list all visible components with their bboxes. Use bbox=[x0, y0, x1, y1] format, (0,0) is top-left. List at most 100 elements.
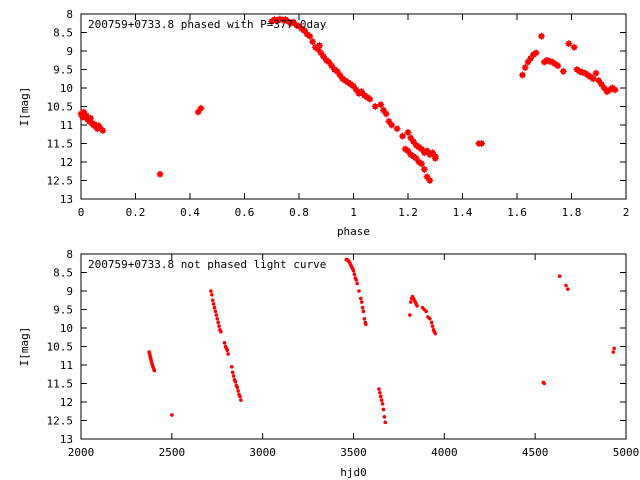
data-point bbox=[315, 41, 323, 49]
data-point bbox=[566, 287, 570, 291]
data-point bbox=[320, 53, 328, 61]
data-point bbox=[357, 289, 361, 293]
chart-title: 200759+0733.8 not phased light curve bbox=[88, 258, 326, 271]
data-point bbox=[399, 132, 407, 140]
data-point bbox=[210, 298, 215, 303]
data-point bbox=[382, 110, 390, 118]
data-point bbox=[524, 58, 532, 66]
data-point bbox=[592, 69, 600, 77]
x-tick-label: 1 bbox=[350, 206, 357, 219]
data-point bbox=[611, 86, 619, 94]
x-axis-label: phase bbox=[337, 225, 370, 238]
y-tick-label: 12 bbox=[60, 396, 73, 409]
data-point bbox=[407, 134, 415, 142]
y-axis-label: I[mag] bbox=[18, 87, 31, 127]
data-point bbox=[325, 58, 333, 66]
unphased-light-curve-panel: 2000 2500 3000 3500 4000 4500 5000 8 8.5 9 9.5 10 10… bbox=[18, 248, 639, 479]
data-point bbox=[328, 62, 336, 70]
data-point bbox=[236, 389, 240, 393]
data-point bbox=[433, 331, 438, 336]
data-point bbox=[378, 390, 382, 395]
data-point bbox=[382, 415, 387, 419]
data-point bbox=[426, 177, 434, 184]
data-point bbox=[355, 281, 359, 286]
data-point bbox=[235, 385, 240, 390]
data-point bbox=[358, 296, 363, 301]
data-point bbox=[99, 127, 107, 135]
data-point bbox=[423, 173, 431, 181]
data-point bbox=[213, 309, 218, 314]
data-point bbox=[152, 368, 157, 373]
phased-light-curve-panel: 0 0.2 0.4 0.6 0.8 1 1.2 1.4 1.6 1.8 2 8 8.5 9 9.5 10 10.… bbox=[18, 8, 629, 238]
data-point bbox=[231, 374, 236, 378]
data-point bbox=[366, 95, 374, 103]
data-point bbox=[215, 316, 220, 321]
data-point bbox=[212, 305, 217, 310]
x-tick-label: 1.2 bbox=[398, 206, 418, 219]
y-tick-label: 8.5 bbox=[53, 267, 73, 280]
x-tick-label: 0.8 bbox=[289, 206, 309, 219]
data-point bbox=[595, 77, 603, 85]
data-point bbox=[225, 348, 230, 353]
y-tick-label: 12 bbox=[60, 156, 73, 169]
y-tick-label: 12.5 bbox=[47, 415, 74, 428]
y-tick-label: 11 bbox=[60, 359, 73, 372]
data-point bbox=[420, 165, 428, 173]
x-tick-label: 2 bbox=[623, 206, 630, 219]
data-point bbox=[418, 145, 426, 153]
data-point bbox=[565, 40, 573, 48]
y-tick-label: 9.5 bbox=[53, 304, 73, 317]
y-tick-label: 8.5 bbox=[53, 27, 73, 40]
data-point bbox=[429, 149, 437, 157]
data-point bbox=[300, 27, 308, 35]
y-tick-label: 8 bbox=[66, 248, 73, 261]
data-point bbox=[428, 316, 432, 321]
data-point bbox=[381, 407, 386, 412]
x-tick-label: 1.8 bbox=[562, 206, 582, 219]
x-tick-label: 4500 bbox=[522, 446, 549, 459]
data-point bbox=[333, 67, 341, 75]
data-point bbox=[538, 32, 546, 40]
data-point bbox=[380, 402, 385, 406]
data-point bbox=[317, 49, 325, 57]
x-tick-label: 2500 bbox=[159, 446, 186, 459]
data-point bbox=[197, 104, 205, 112]
x-tick-label: 0.4 bbox=[180, 206, 200, 219]
x-tick-label: 5000 bbox=[613, 446, 640, 459]
data-point bbox=[570, 43, 578, 51]
data-point bbox=[350, 82, 357, 90]
data-point bbox=[80, 108, 88, 116]
data-point bbox=[230, 370, 235, 375]
data-point bbox=[377, 101, 385, 109]
data-point bbox=[415, 304, 419, 308]
data-point bbox=[361, 309, 366, 314]
data-point bbox=[352, 272, 357, 277]
data-point bbox=[306, 32, 314, 40]
x-axis-label: hjd0 bbox=[340, 466, 367, 479]
x-tick-label: 3000 bbox=[249, 446, 276, 459]
data-point bbox=[364, 322, 368, 327]
data-point bbox=[564, 283, 568, 288]
data-point bbox=[214, 313, 219, 317]
x-tick-label: 0.2 bbox=[126, 206, 146, 219]
data-point bbox=[404, 147, 412, 155]
y-tick-label: 11.5 bbox=[47, 138, 74, 151]
y-tick-label: 11.5 bbox=[47, 378, 74, 391]
data-point bbox=[362, 316, 367, 321]
data-point bbox=[412, 154, 420, 162]
data-point bbox=[611, 350, 616, 354]
x-tick-label: 0 bbox=[78, 206, 85, 219]
data-point bbox=[408, 313, 412, 317]
data-point bbox=[559, 67, 567, 75]
data-point bbox=[359, 300, 364, 304]
data-point bbox=[378, 394, 383, 399]
data-point bbox=[589, 75, 597, 83]
data-point bbox=[336, 71, 344, 79]
data-point bbox=[600, 84, 608, 92]
x-tick-label: 4000 bbox=[431, 446, 458, 459]
data-point bbox=[527, 54, 535, 62]
data-point bbox=[612, 346, 616, 351]
data-point bbox=[352, 86, 360, 94]
data-point bbox=[424, 309, 428, 314]
data-point bbox=[404, 128, 412, 136]
